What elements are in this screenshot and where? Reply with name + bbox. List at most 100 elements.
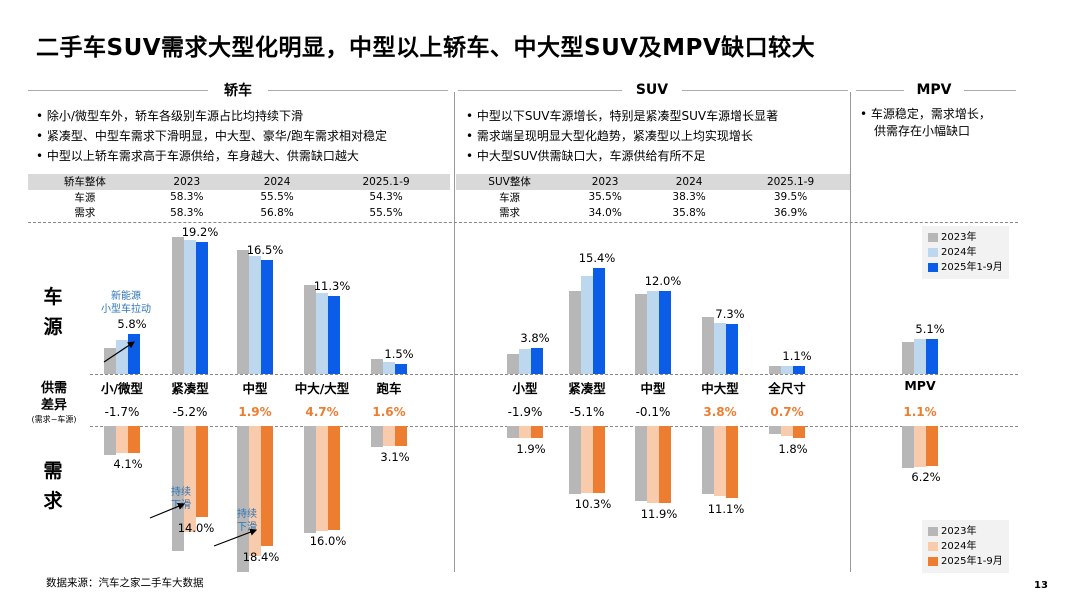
demand-bar: [659, 426, 671, 504]
demand-bar: [304, 426, 316, 534]
table-cell: 55.5%: [260, 191, 294, 204]
table-cell: 车源: [499, 191, 521, 204]
arrow-down-compact: [149, 502, 186, 519]
demand-bar: [914, 426, 926, 467]
suv-bullets: 中型以下SUV车源增长，特别是紧凑型SUV车源增长显著 需求端呈现明显大型化趋势…: [466, 106, 778, 166]
table-cell: 58.3%: [170, 191, 204, 204]
supply-bar: [702, 316, 714, 374]
arrow-up: [103, 341, 135, 363]
demand-bar: [593, 426, 605, 493]
table-row: 需求 58.3% 56.8% 55.5%: [28, 205, 450, 221]
gap-value-label: 1.9%: [238, 405, 272, 419]
table-cell: 36.9%: [773, 206, 808, 219]
table-cell: 39.5%: [773, 191, 808, 204]
demand-bar: [531, 426, 543, 439]
gap-value-label: 0.7%: [770, 405, 804, 419]
demand-value-label: 11.1%: [707, 502, 745, 517]
supply-bar: [659, 291, 671, 374]
table-cell: 2025.1-9: [731, 174, 850, 190]
category-label: 小型: [512, 381, 538, 396]
supply-bar: [316, 293, 328, 374]
demand-bar: [507, 426, 519, 438]
demand-bar: [635, 426, 647, 501]
supply-bar: [569, 290, 581, 374]
supply-bar: [519, 349, 531, 374]
table-cell: 38.3%: [672, 191, 706, 204]
legend-swatch: [928, 542, 938, 551]
gap-row-line: 供需: [40, 381, 67, 396]
demand-bar: [316, 426, 328, 532]
legend-label: 2023年: [941, 232, 977, 243]
demand-legend: 2023年 2024年 2025年1-9月: [922, 520, 1009, 573]
legend-item: 2025年1-9月: [928, 260, 1003, 275]
demand-value-label: 10.3%: [574, 496, 612, 511]
demand-bar: [519, 426, 531, 439]
page-number: 13: [1034, 580, 1048, 591]
table-header-row: SUV整体 2023 2024 2025.1-9: [456, 174, 850, 190]
supply-value-label: 19.2%: [181, 224, 219, 239]
supply-bar: [531, 347, 543, 374]
table-cell: 58.3%: [170, 206, 204, 219]
supply-value-label: 1.5%: [384, 346, 414, 361]
section-divider-sedan-suv: [454, 92, 455, 572]
supply-bar: [371, 358, 383, 374]
table-row: 车源 58.3% 55.5% 54.3%: [28, 190, 450, 206]
supply-value-label: 3.8%: [520, 330, 550, 345]
category-label: 中型: [242, 381, 268, 396]
supply-value-label: 5.1%: [915, 321, 945, 336]
gap-value-label: -0.1%: [635, 405, 671, 419]
table-cell: 2023: [141, 174, 232, 190]
suv-bullet: 需求端呈现明显大型化趋势，紧凑型以上均实现增长: [466, 126, 778, 146]
decline-note-midsize: 持续 下滑: [232, 508, 262, 534]
category-label: 紧凑型: [171, 381, 209, 396]
gap-value-label: 1.6%: [372, 405, 406, 419]
supply-bar: [635, 293, 647, 374]
page-title: 二手车SUV需求大型化明显，中型以上轿车、中大型SUV及MPV缺口较大: [36, 35, 816, 61]
suv-bullet: 中型以下SUV车源增长，特别是紧凑型SUV车源增长显著: [466, 106, 778, 126]
supply-row-label: 车 源: [38, 282, 68, 342]
demand-value-label: 3.1%: [380, 450, 410, 465]
suv-bullet: 中大型SUV供需缺口大，车源供给有所不足: [466, 146, 778, 166]
supply-bar: [261, 260, 273, 374]
supply-bar: [184, 240, 196, 374]
supply-bar: [395, 363, 407, 374]
supply-bar: [581, 276, 593, 374]
demand-bar: [702, 426, 714, 495]
supply-bar: [328, 296, 340, 374]
legend-label: 2024年: [941, 541, 977, 552]
table-cell: 需求: [499, 207, 521, 220]
table-cell: SUV整体: [456, 174, 564, 190]
supply-value-label: 5.8%: [117, 316, 147, 331]
demand-value-label: 18.4%: [242, 549, 280, 564]
note-line: 新能源: [111, 291, 141, 302]
supply-bar: [196, 241, 208, 374]
gap-value-label: 3.8%: [703, 405, 737, 419]
supply-value-label: 11.3%: [313, 279, 351, 294]
table-cell: 35.8%: [672, 206, 706, 219]
suv-header: SUV: [622, 80, 682, 100]
legend-swatch: [928, 263, 938, 272]
supply-bar: [914, 338, 926, 374]
demand-bar: [261, 426, 273, 546]
demand-row-char: 需: [43, 460, 63, 482]
chart-top-divider: [28, 222, 1018, 223]
table-cell: 需求: [74, 207, 96, 220]
gap-value-label: -1.9%: [507, 405, 543, 419]
category-label: MPV: [904, 378, 936, 393]
sedan-summary-table: 轿车整体 2023 2024 2025.1-9 车源 58.3% 55.5% 5…: [28, 174, 450, 221]
demand-bar: [172, 426, 184, 551]
note-line: 持续: [171, 487, 191, 498]
legend-item: 2024年: [928, 539, 1003, 554]
legend-item: 2023年: [928, 524, 1003, 539]
demand-bar: [196, 426, 208, 517]
table-row: 需求 34.0% 35.8% 36.9%: [456, 205, 850, 221]
demand-row-label: 需 求: [38, 456, 68, 516]
demand-bar: [581, 426, 593, 493]
supply-bar: [647, 291, 659, 374]
category-label: 跑车: [376, 381, 402, 396]
demand-bar: [184, 426, 196, 532]
demand-bar: [714, 426, 726, 497]
table-cell: 34.0%: [588, 206, 622, 219]
table-cell: 35.5%: [588, 191, 622, 204]
arrow-down-midsize: [213, 528, 258, 547]
